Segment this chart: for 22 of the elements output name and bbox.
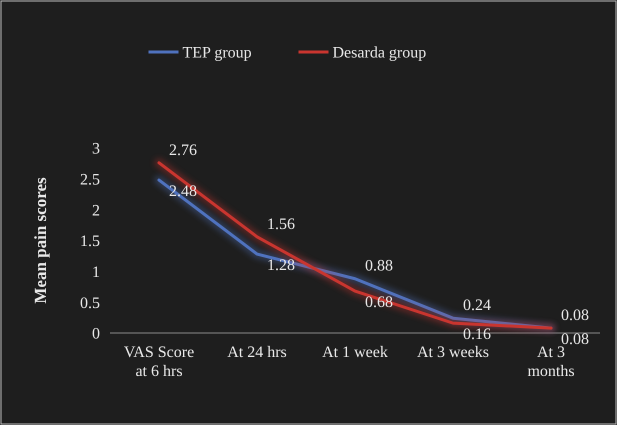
y-tick-label: 0 (92, 326, 100, 343)
y-axis-title: Mean pain scores (31, 177, 50, 304)
data-label: 0.88 (365, 258, 393, 275)
data-label: 0.08 (561, 307, 589, 324)
y-tick-label: 2.5 (80, 171, 100, 188)
data-label: 1.28 (267, 257, 295, 274)
y-tick-label: 3 (92, 140, 100, 158)
legend-label: Desarda group (332, 44, 426, 62)
x-tick-label: VAS Score at 6 hrs (124, 344, 194, 380)
data-label: 1.56 (267, 216, 295, 233)
data-label: 0.24 (463, 297, 491, 314)
y-tick-label: 1.5 (80, 233, 100, 250)
x-tick-label: At 3 months (527, 344, 575, 380)
legend-label: TEP group (182, 44, 252, 62)
data-label: 2.76 (169, 142, 197, 159)
data-label: 0.16 (463, 326, 491, 344)
x-tick-label: At 1 week (322, 344, 388, 361)
y-tick-label: 0.5 (80, 294, 100, 312)
y-tick-label: 2 (92, 202, 100, 220)
x-tick-label: At 3 weeks (417, 344, 489, 361)
y-tick-label: 1 (92, 264, 100, 281)
x-tick-label: At 24 hrs (227, 344, 287, 361)
